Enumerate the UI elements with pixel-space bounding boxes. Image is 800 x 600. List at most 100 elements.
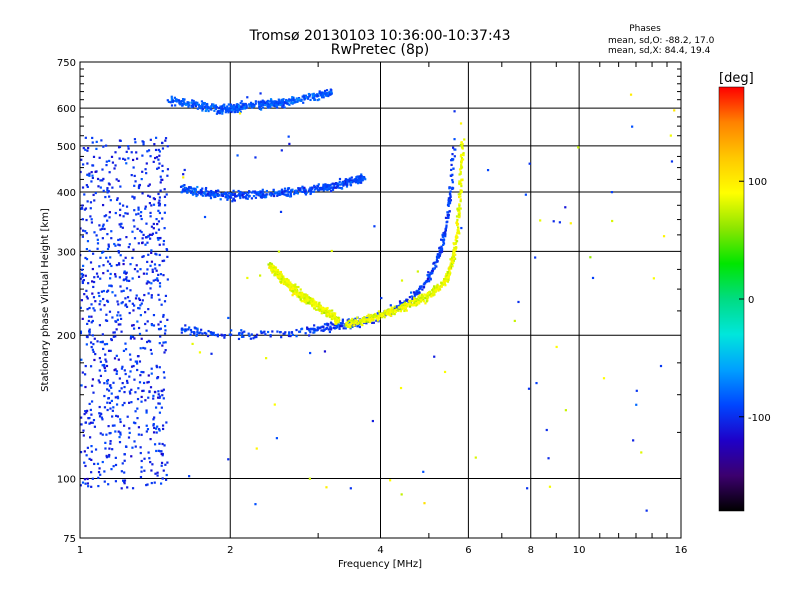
scatter-point <box>303 301 307 304</box>
scatter-point <box>244 195 247 198</box>
scatter-point <box>105 256 108 259</box>
scatter-point <box>89 408 92 412</box>
scatter-point <box>232 105 235 108</box>
scatter-point <box>126 279 129 282</box>
scatter-point <box>431 287 435 290</box>
scatter-point <box>293 193 296 196</box>
scatter-point <box>159 175 162 178</box>
scatter-point <box>329 312 332 316</box>
scatter-point <box>337 324 340 327</box>
scatter-point <box>209 197 213 200</box>
scatter-point <box>422 283 425 286</box>
scatter-point <box>157 238 160 241</box>
scatter-point <box>104 144 108 147</box>
scatter-point <box>128 390 131 393</box>
scatter-point <box>428 291 431 294</box>
scatter-point <box>229 107 232 110</box>
scatter-point <box>234 195 237 198</box>
scatter-point <box>156 222 159 226</box>
scatter-point <box>158 204 161 207</box>
scatter-point <box>101 340 104 343</box>
scatter-point <box>366 316 369 319</box>
scatter-point <box>141 389 144 393</box>
scatter-point <box>248 190 251 193</box>
scatter-point <box>288 331 291 334</box>
scatter-point <box>223 334 226 337</box>
scatter-point <box>448 273 451 277</box>
scatter-point <box>298 330 302 333</box>
scatter-point <box>119 418 122 421</box>
scatter-point <box>428 274 431 277</box>
scatter-point <box>270 267 273 270</box>
scatter-point <box>446 270 450 274</box>
scatter-point <box>133 225 136 228</box>
scatter-point <box>92 252 95 255</box>
scatter-point <box>115 263 118 267</box>
scatter-point <box>418 302 421 305</box>
scatter-point <box>147 292 150 295</box>
scatter-point <box>397 306 400 309</box>
scatter-point <box>149 211 152 215</box>
scatter-point <box>459 144 462 147</box>
scatter-point <box>157 323 160 326</box>
scatter-point <box>188 475 191 478</box>
scatter-point <box>86 240 90 243</box>
scatter-point <box>252 190 255 193</box>
scatter-point <box>459 207 462 210</box>
scatter-point <box>102 347 105 351</box>
scatter-point <box>317 306 321 309</box>
scatter-point <box>137 242 140 245</box>
scatter-point <box>138 307 141 310</box>
scatter-point <box>449 258 452 261</box>
scatter-point <box>290 289 293 293</box>
scatter-point <box>114 273 117 276</box>
scatter-point <box>110 468 113 471</box>
scatter-point <box>139 214 142 218</box>
scatter-point <box>459 200 462 203</box>
scatter-point <box>420 296 423 299</box>
scatter-point <box>360 179 363 182</box>
scatter-point <box>398 300 402 303</box>
scatter-point <box>333 314 336 317</box>
scatter-point <box>122 204 125 207</box>
scatter-point <box>98 294 101 298</box>
scatter-point <box>82 279 86 282</box>
scatter-point <box>105 342 109 346</box>
scatter-point <box>269 98 273 101</box>
scatter-point <box>106 382 109 385</box>
scatter-point <box>206 334 210 338</box>
scatter-point <box>312 327 315 330</box>
scatter-point <box>333 317 337 320</box>
scatter-point <box>440 247 443 251</box>
scatter-point <box>528 162 531 165</box>
scatter-point <box>90 471 93 474</box>
scatter-point <box>304 191 307 195</box>
scatter-point <box>80 273 84 276</box>
scatter-point <box>85 295 88 298</box>
scatter-point <box>345 185 349 188</box>
scatter-point <box>118 436 121 439</box>
scatter-point <box>281 276 284 279</box>
scatter-point <box>239 192 242 196</box>
scatter-point <box>105 360 108 363</box>
scatter-point <box>426 296 429 300</box>
scatter-point <box>407 303 410 306</box>
scatter-point <box>122 289 125 292</box>
scatter-point <box>377 315 380 318</box>
scatter-point <box>115 372 118 375</box>
scatter-point <box>154 148 158 152</box>
scatter-point <box>115 178 118 181</box>
scatter-point <box>239 102 242 105</box>
scatter-point <box>112 331 115 334</box>
scatter-point <box>328 330 331 334</box>
scatter-point <box>426 274 429 277</box>
scatter-point <box>157 166 160 169</box>
scatter-point <box>158 402 161 405</box>
scatter-point <box>389 314 393 317</box>
scatter-point <box>173 96 176 99</box>
scatter-point <box>217 190 220 193</box>
scatter-point <box>390 306 393 309</box>
scatter-point <box>136 368 139 372</box>
scatter-point <box>149 155 152 158</box>
scatter-point <box>191 342 194 346</box>
